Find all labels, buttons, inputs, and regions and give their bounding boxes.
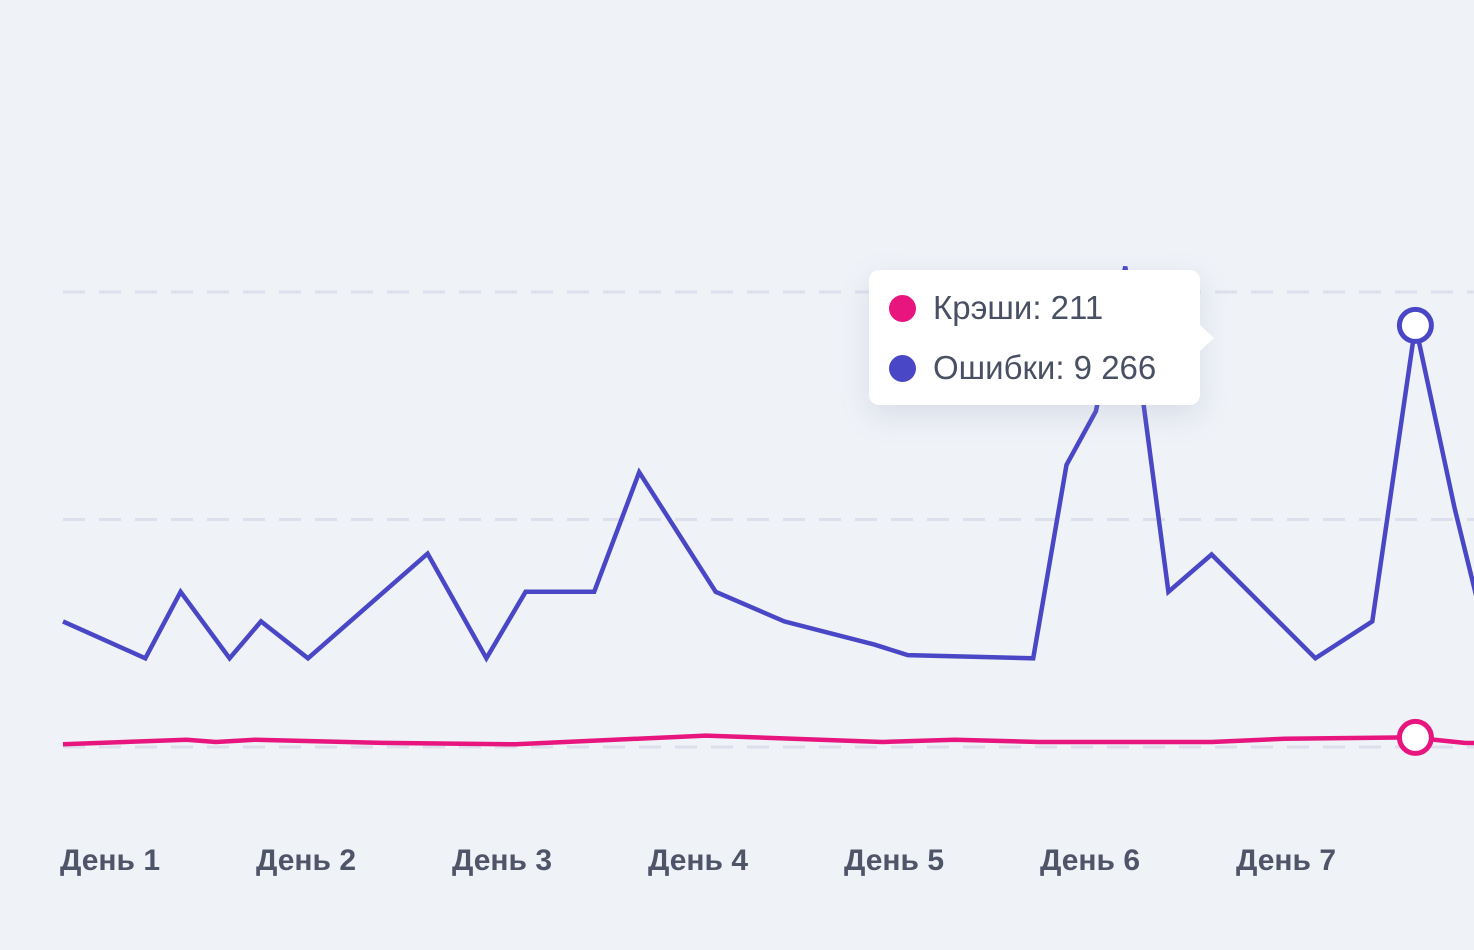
highlight-point-errors	[1396, 306, 1434, 344]
tooltip-crashes-value: Крэши: 211	[933, 289, 1104, 326]
tooltip-pointer	[1199, 324, 1214, 352]
series-line-crashes	[62, 733, 1474, 747]
tooltip-errors-value: Ошибки: 9 266	[933, 349, 1157, 386]
tooltip-row-errors: Ошибки: 9 266	[889, 348, 1156, 388]
series-line-errors	[62, 266, 1474, 663]
chart-tooltip: Крэши: 211 Ошибки: 9 266	[869, 270, 1214, 405]
crashes-legend-dot	[889, 294, 916, 322]
x-tick-label: День 6	[1040, 844, 1140, 877]
tooltip-row-crashes: Крэши: 211	[889, 288, 1103, 328]
x-tick-label: День 7	[1236, 844, 1336, 877]
x-tick-label: День 1	[60, 844, 160, 877]
x-tick-label: День 5	[844, 844, 944, 877]
x-tick-label: День 2	[256, 844, 356, 877]
x-tick-label: День 4	[648, 844, 748, 877]
x-tick-label: День 3	[452, 844, 552, 877]
highlight-point-crashes	[1396, 718, 1434, 756]
errors-legend-dot	[889, 354, 916, 382]
